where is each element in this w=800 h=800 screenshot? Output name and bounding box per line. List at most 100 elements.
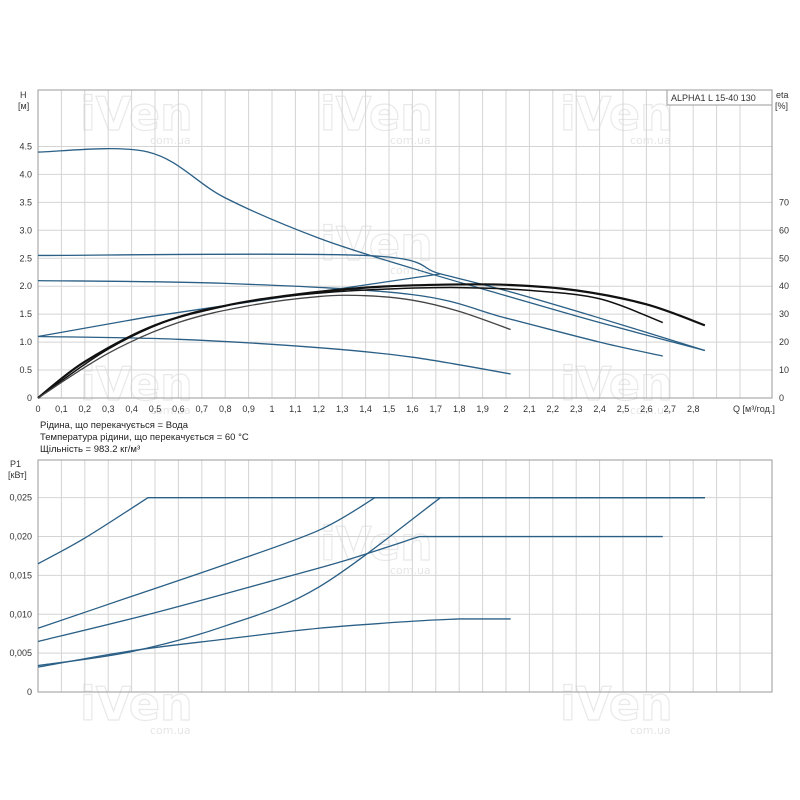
- flow-tick-label: 2: [503, 404, 508, 414]
- watermark-subtext: com.ua: [150, 134, 191, 147]
- head-axis-label: H: [20, 90, 27, 100]
- eta-axis-label: eta: [776, 90, 789, 100]
- flow-axis-label: Q [м³/год.]: [733, 404, 775, 414]
- power-curve: [37, 497, 705, 667]
- power-axis-unit: [кВт]: [8, 470, 27, 480]
- flow-tick-label: 2,7: [664, 404, 677, 414]
- head-curve: [37, 273, 441, 338]
- note-density: Щільність = 983.2 кг/м³: [40, 444, 140, 455]
- power-curve: [37, 535, 663, 643]
- eta-tick-label: 10: [779, 365, 789, 375]
- head-efficiency-chart: 0 0,1 0,2 0,3 0,4 0,5 0,6 0,7 0,8 0,9 1 1,1 1,2 1,3 1,…: [18, 89, 789, 414]
- power-chart-ticks: 0 0,005 0,010 0,015 0,020 0,025: [9, 493, 32, 697]
- power-tick-label: 0: [27, 687, 32, 697]
- flow-tick-label: 0,6: [172, 404, 185, 414]
- watermark-subtext: com.ua: [390, 134, 431, 147]
- head-tick-label: 0: [27, 393, 32, 403]
- head-tick-label: 1.5: [19, 309, 32, 319]
- flow-tick-label: 0,3: [102, 404, 115, 414]
- note-temperature: Температура рідини, що перекачується = 6…: [40, 432, 249, 443]
- head-tick-label: 4.5: [19, 141, 32, 151]
- flow-tick-label: 0,8: [219, 404, 232, 414]
- eta-tick-label: 20: [779, 337, 789, 347]
- flow-tick-label: 1,1: [289, 404, 302, 414]
- flow-tick-label: 0,9: [242, 404, 255, 414]
- flow-tick-label: 2,5: [617, 404, 630, 414]
- head-chart-curves: [37, 148, 706, 399]
- watermark-text: iVen: [560, 357, 673, 411]
- flow-tick-label: 1,7: [430, 404, 443, 414]
- eta-tick-label: 30: [779, 309, 789, 319]
- watermark-subtext: com.ua: [150, 724, 191, 737]
- head-tick-label: 4.0: [19, 169, 32, 179]
- flow-tick-label: 1,4: [359, 404, 372, 414]
- eta-tick-label: 50: [779, 253, 789, 263]
- head-curve: [37, 335, 511, 375]
- head-tick-label: 2.5: [19, 253, 32, 263]
- power-curve: [37, 618, 511, 668]
- flow-tick-label: 0,5: [149, 404, 162, 414]
- watermark-text: iVen: [320, 87, 433, 141]
- power-curve: [37, 497, 705, 565]
- eta-tick-label: 40: [779, 281, 789, 291]
- watermark-subtext: com.ua: [630, 134, 671, 147]
- head-chart-grid: [38, 90, 772, 398]
- eta-tick-label: 70: [779, 197, 789, 207]
- flow-tick-label: 2,2: [547, 404, 560, 414]
- head-tick-label: 0.5: [19, 365, 32, 375]
- flow-tick-label: 2,3: [570, 404, 583, 414]
- flow-tick-label: 1,3: [336, 404, 349, 414]
- power-chart-frame: [37, 459, 773, 693]
- flow-tick-label: 0,4: [125, 404, 138, 414]
- note-fluid: Рідина, що перекачується = Вода: [40, 420, 189, 431]
- watermark-text: iVen: [80, 677, 193, 731]
- head-chart-ticks: 0 0,1 0,2 0,3 0,4 0,5 0,6 0,7 0,8 0,9 1 1,1 1,2 1,3 1,…: [19, 141, 789, 414]
- watermark-subtext: com.ua: [630, 404, 671, 417]
- flow-tick-label: 1,8: [453, 404, 466, 414]
- power-axis-label: P1: [10, 459, 21, 469]
- watermark-text: iVen: [320, 217, 433, 271]
- power-tick-label: 0,025: [9, 493, 32, 503]
- flow-tick-label: 1: [269, 404, 274, 414]
- flow-tick-label: 2,1: [523, 404, 536, 414]
- flow-tick-label: 0,1: [55, 404, 68, 414]
- head-tick-label: 1.0: [19, 337, 32, 347]
- head-tick-label: 2.0: [19, 281, 32, 291]
- watermark-text: iVen: [560, 87, 673, 141]
- watermark-text: iVen: [80, 357, 193, 411]
- flow-tick-label: 2,6: [640, 404, 653, 414]
- flow-tick-label: 0,7: [196, 404, 209, 414]
- watermark-subtext: com.ua: [390, 264, 431, 277]
- eta-tick-label: 60: [779, 225, 789, 235]
- watermark-text: iVen: [80, 87, 193, 141]
- head-tick-label: 3.5: [19, 197, 32, 207]
- head-curve: [37, 279, 663, 357]
- flow-tick-label: 2,8: [687, 404, 700, 414]
- eta-axis-unit: [%]: [775, 101, 788, 111]
- power-tick-label: 0,015: [9, 570, 32, 580]
- flow-tick-label: 0: [35, 404, 40, 414]
- flow-tick-label: 0,2: [79, 404, 92, 414]
- watermark-subtext: com.ua: [390, 564, 431, 577]
- efficiency-curve: [37, 294, 511, 399]
- power-chart: 0 0,005 0,010 0,015 0,020 0,025 P1 [кВт]: [8, 459, 773, 697]
- head-curve: [37, 148, 706, 352]
- eta-tick-label: 0: [779, 393, 784, 403]
- flow-tick-label: 2,4: [593, 404, 606, 414]
- flow-tick-label: 1,5: [383, 404, 396, 414]
- power-tick-label: 0,005: [9, 648, 32, 658]
- flow-tick-label: 1,2: [313, 404, 326, 414]
- head-curve: [37, 253, 706, 352]
- watermark-subtext: com.ua: [630, 724, 671, 737]
- efficiency-curve: [37, 286, 664, 399]
- flow-tick-label: 1,6: [406, 404, 419, 414]
- watermark-text: iVen: [560, 677, 673, 731]
- watermark-subtext: com.ua: [150, 404, 191, 417]
- head-axis-unit: [м]: [18, 101, 29, 111]
- power-chart-curves: [37, 497, 705, 668]
- model-label-box: [666, 89, 773, 106]
- head-tick-label: 3.0: [19, 225, 32, 235]
- power-tick-label: 0,010: [9, 609, 32, 619]
